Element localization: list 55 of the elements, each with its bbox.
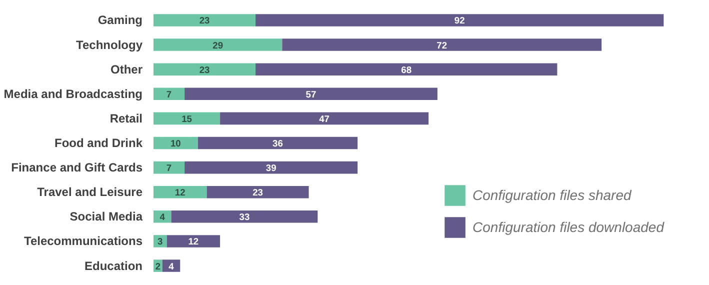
data-label: 12 [174, 188, 186, 198]
bar [256, 63, 558, 76]
data-label: 7 [166, 89, 172, 100]
y-tick-label: Technology [76, 38, 143, 52]
y-tick-label: Social Media [70, 210, 143, 224]
bar [154, 88, 185, 100]
y-tick-label: Retail [110, 111, 143, 126]
data-label: 7 [166, 163, 172, 174]
bar [256, 14, 664, 26]
y-tick-label: Travel and Leisure [37, 185, 143, 200]
legend-label: Configuration files downloaded [472, 219, 664, 235]
y-tick-label: Food and Drink [54, 136, 143, 150]
data-label: 2 [155, 261, 161, 272]
data-label: 3 [158, 236, 163, 247]
bar [154, 186, 207, 198]
bar [166, 235, 220, 248]
bar [171, 210, 318, 223]
data-label: 23 [252, 188, 263, 198]
bar [154, 210, 172, 223]
y-tick-label: Telecommunications [24, 234, 143, 248]
data-label: 68 [401, 64, 412, 75]
bar [154, 161, 185, 174]
data-label: 10 [170, 138, 181, 148]
data-label: 4 [168, 261, 175, 272]
y-tick-label: Other [110, 62, 143, 76]
data-label: 33 [239, 212, 250, 222]
bar [154, 63, 256, 76]
data-label: 47 [319, 114, 330, 124]
data-label: 29 [212, 40, 224, 50]
y-tick-label: Media and Broadcasting [4, 86, 143, 101]
data-label: 12 [188, 236, 199, 247]
data-label: 15 [182, 114, 192, 124]
bar [154, 38, 282, 51]
bar [154, 14, 256, 26]
bar [154, 136, 198, 150]
bar [184, 88, 438, 100]
bar [282, 38, 602, 51]
data-label: 72 [436, 40, 448, 50]
y-tick-label: Education [84, 258, 143, 273]
bar [220, 112, 429, 125]
bar [184, 161, 358, 174]
bar [154, 112, 220, 125]
data-label: 92 [454, 16, 465, 26]
data-label: 36 [272, 138, 283, 148]
bar [198, 136, 358, 150]
data-label: 39 [266, 163, 276, 174]
data-label: 23 [199, 64, 210, 75]
bar [206, 186, 309, 198]
data-label: 23 [199, 16, 210, 26]
data-label: 57 [306, 89, 316, 100]
data-label: 4 [160, 212, 166, 222]
y-tick-label: Gaming [98, 13, 142, 28]
y-tick-label: Finance and Gift Cards [11, 160, 143, 175]
bar [162, 260, 180, 272]
legend-label: Configuration files shared [472, 187, 632, 203]
